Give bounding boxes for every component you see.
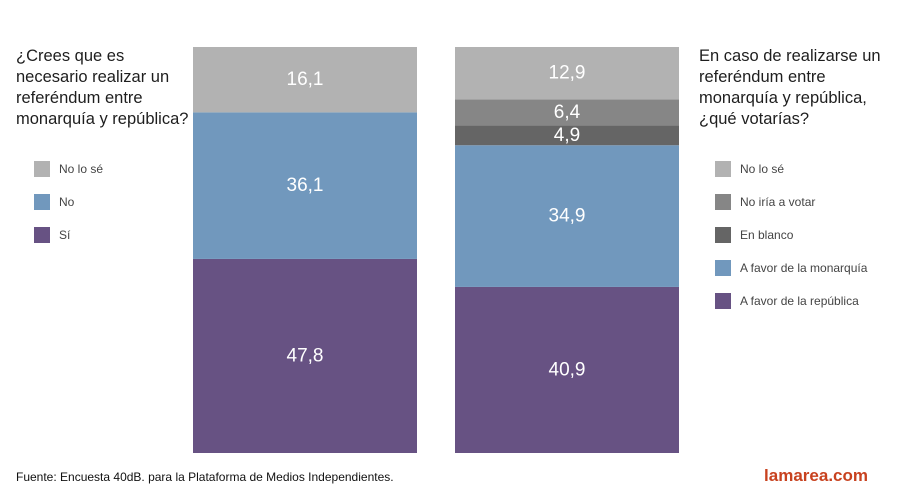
right-bar-value-label: 6,4 [554, 102, 581, 123]
right-legend-swatch [715, 259, 731, 276]
right-bar-segment [455, 47, 679, 100]
left-bar-value-label: 16,1 [287, 69, 324, 90]
left-question-title: ¿Crees que es necesario realizar un refe… [16, 47, 189, 128]
right-bar-segment [455, 99, 679, 126]
left-legend-swatch [34, 160, 50, 177]
right-bar-value-label: 40,9 [549, 359, 586, 380]
right-bar-segment [455, 145, 679, 287]
right-legend-swatch [715, 226, 731, 243]
left-legend-item: Sí [34, 218, 103, 251]
left-legend-item: No lo sé [34, 152, 103, 185]
right-legend-item: No iría a votar [715, 185, 867, 218]
right-legend-label: No iría a votar [740, 194, 816, 209]
left-bar-value-label: 47,8 [287, 345, 324, 366]
right-question-title: En caso de realizarse un referéndum entr… [699, 47, 881, 128]
right-bar-value-label: 12,9 [549, 63, 586, 84]
right-legend-label: En blanco [740, 227, 794, 242]
right-legend-swatch [715, 193, 731, 210]
right-legend-item: No lo sé [715, 152, 867, 185]
right-legend-swatch [715, 292, 731, 309]
right-legend: No lo sé No iría a votar En blanco A favor … [715, 152, 867, 317]
left-legend-label: Sí [59, 227, 71, 242]
brand-logo[interactable]: lamarea.com [764, 466, 868, 485]
left-legend: No lo sé No Sí [34, 152, 103, 251]
right-legend-item: A favor de la república [715, 284, 867, 317]
left-legend-swatch [34, 193, 50, 210]
right-legend-item: A favor de la monarquía [715, 251, 867, 284]
right-bar-value-label: 34,9 [549, 206, 586, 227]
left-legend-swatch [34, 226, 50, 243]
right-bar-segment [455, 125, 679, 146]
right-bar-segment [455, 286, 679, 453]
right-legend-swatch [715, 160, 731, 177]
left-legend-item: No [34, 185, 103, 218]
left-legend-label: No lo sé [59, 161, 104, 176]
right-bar-value-label: 4,9 [554, 125, 580, 146]
source-note: Fuente: Encuesta 40dB. para la Plataform… [16, 470, 394, 484]
left-legend-label: No [59, 194, 75, 209]
right-legend-label: A favor de la república [740, 293, 859, 308]
left-bar-segment [193, 258, 417, 453]
right-legend-label: A favor de la monarquía [740, 260, 868, 275]
left-bar-segment [193, 47, 417, 113]
right-legend-label: No lo sé [740, 161, 785, 176]
left-bar-segment [193, 112, 417, 259]
right-legend-item: En blanco [715, 218, 867, 251]
left-bar-value-label: 36,1 [287, 175, 324, 196]
